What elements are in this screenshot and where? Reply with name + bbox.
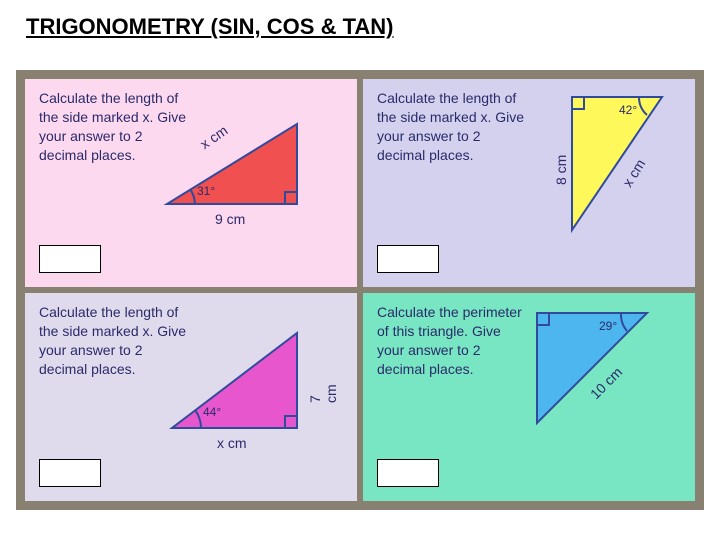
base-label-3: x cm	[217, 435, 247, 451]
triangle-diagram-3: 7 cm x cm 44°	[157, 313, 327, 463]
triangle-diagram-2: 8 cm x cm 42°	[547, 85, 677, 255]
angle-label-2: 42°	[619, 103, 637, 117]
problem-cell-3: Calculate the length of the side marked …	[22, 290, 360, 504]
answer-box-3[interactable]	[39, 459, 101, 487]
base-label-1: 9 cm	[215, 211, 245, 227]
question-text-4: Calculate the perimeter of this triangle…	[377, 303, 527, 379]
side-label-3: 7 cm	[307, 383, 339, 403]
answer-box-4[interactable]	[377, 459, 439, 487]
page-title: TRIGONOMETRY (SIN, COS & TAN)	[26, 14, 393, 40]
problem-cell-2: Calculate the length of the side marked …	[360, 76, 698, 290]
problem-cell-1: Calculate the length of the side marked …	[22, 76, 360, 290]
angle-label-1: 31°	[197, 184, 215, 198]
problem-grid: Calculate the length of the side marked …	[16, 70, 704, 510]
answer-box-1[interactable]	[39, 245, 101, 273]
triangle-diagram-1: x cm 9 cm 31°	[157, 99, 317, 239]
answer-box-2[interactable]	[377, 245, 439, 273]
side-label-2: 8 cm	[553, 155, 569, 185]
angle-label-3: 44°	[203, 405, 221, 419]
angle-label-4: 29°	[599, 319, 617, 333]
problem-cell-4: Calculate the perimeter of this triangle…	[360, 290, 698, 504]
question-text-2: Calculate the length of the side marked …	[377, 89, 527, 165]
triangle-diagram-4: 10 cm 29°	[517, 303, 667, 453]
